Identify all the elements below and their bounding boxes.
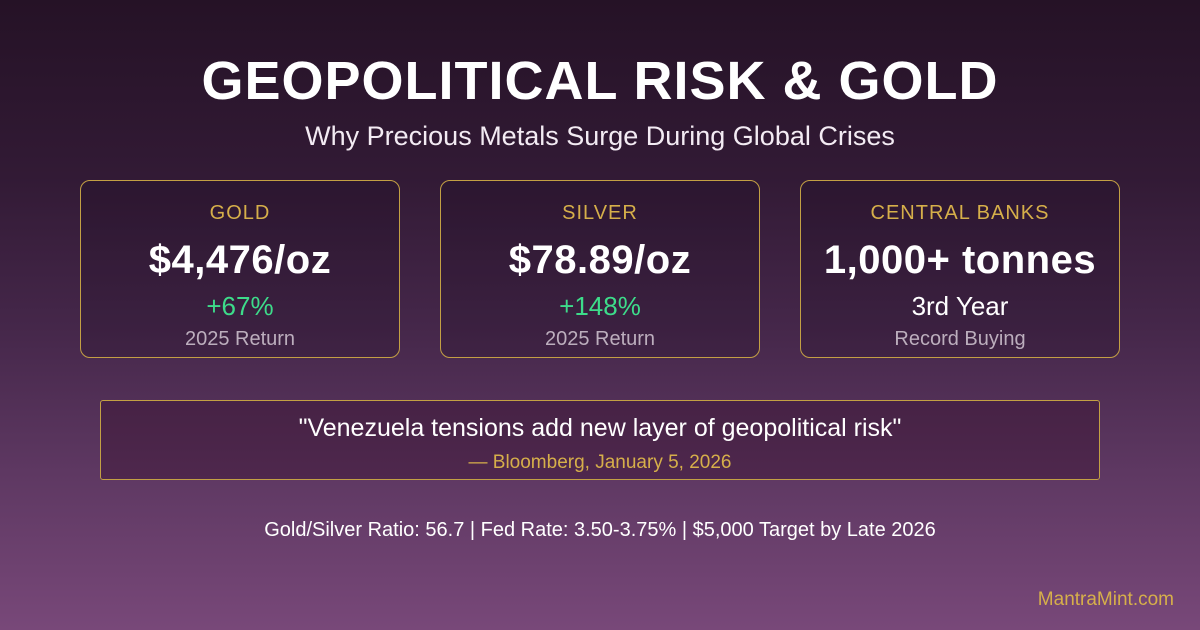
central-banks-card-label: CENTRAL BANKS — [870, 202, 1050, 224]
central-banks-tonnes-value: 1,000+ tonnes — [823, 238, 1097, 282]
stat-card-gold: GOLD $4,476/oz +67% 2025 Return — [80, 180, 400, 358]
site-watermark: MantraMint.com — [1037, 589, 1174, 610]
stat-card-central-banks: CENTRAL BANKS 1,000+ tonnes 3rd Year Rec… — [800, 180, 1120, 358]
gold-card-label: GOLD — [209, 202, 271, 224]
stat-cards-row: GOLD $4,476/oz +67% 2025 Return SILVER $… — [80, 180, 1120, 358]
silver-card-caption: 2025 Return — [544, 328, 656, 350]
silver-card-label: SILVER — [562, 202, 638, 224]
gold-price-value: $4,476/oz — [148, 238, 332, 282]
quote-text: "Venezuela tensions add new layer of geo… — [298, 414, 902, 442]
gold-card-caption: 2025 Return — [184, 328, 296, 350]
gold-return-change: +67% — [206, 291, 274, 321]
quote-attribution: — Bloomberg, January 5, 2026 — [468, 452, 732, 473]
silver-return-change: +148% — [559, 291, 641, 321]
quote-box: "Venezuela tensions add new layer of geo… — [100, 400, 1100, 480]
page-subtitle: Why Precious Metals Surge During Global … — [305, 121, 895, 151]
silver-price-value: $78.89/oz — [508, 238, 692, 282]
page-title: GEOPOLITICAL RISK & GOLD — [201, 51, 999, 111]
stat-card-silver: SILVER $78.89/oz +148% 2025 Return — [440, 180, 760, 358]
key-stats-line: Gold/Silver Ratio: 56.7 | Fed Rate: 3.50… — [264, 519, 936, 541]
central-banks-card-caption: Record Buying — [894, 328, 1026, 350]
central-banks-year-line: 3rd Year — [911, 291, 1009, 321]
